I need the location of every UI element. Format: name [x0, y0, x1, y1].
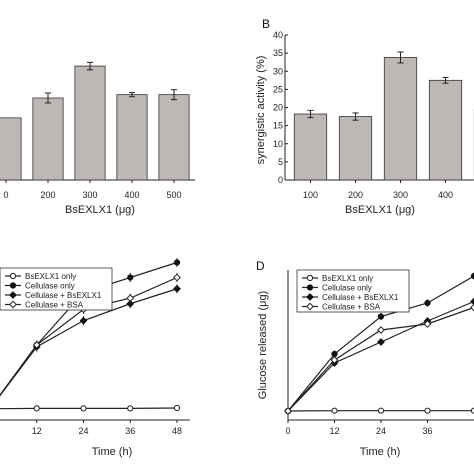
panel-c-legend-label: Cellulase only — [25, 282, 75, 291]
panel-a-bar — [32, 97, 64, 181]
panel-a-bar — [116, 94, 148, 181]
panel-d-marker — [423, 320, 432, 328]
panel-b-label: B — [262, 17, 270, 31]
panel-c-legend-marker — [9, 300, 17, 309]
panel-c-legend-box — [0, 267, 113, 311]
panel-c-legend-label: Cellulase + BsEXLX1 — [25, 291, 102, 300]
panel-d-legend-marker — [306, 274, 314, 282]
panel-d-marker — [377, 338, 385, 346]
panel-c-legend-marker — [9, 291, 17, 299]
panel-c-marker — [32, 341, 41, 349]
panel-c-x-axis-label: Time (h) — [92, 446, 133, 458]
panel-b-y-tick-label: 0 — [278, 175, 283, 185]
panel-c-marker — [33, 405, 40, 412]
panel-d-marker — [424, 407, 431, 414]
panel-d-x-tick-label: 36 — [422, 426, 432, 436]
panel-c-legend-marker — [9, 282, 17, 289]
panel-b-bar — [338, 116, 373, 181]
panel-d-marker — [424, 299, 431, 307]
panel-b-y-tick-label: 30 — [273, 66, 283, 76]
panel-c-marker — [79, 316, 88, 325]
panel-d-marker — [377, 326, 385, 334]
panel-b-y-tick-label: 20 — [273, 103, 283, 113]
panel-d-legend-label: Cellulase + BSA — [322, 303, 381, 312]
panel-c-marker — [173, 404, 181, 412]
panel-d-x-axis-label: Time (h) — [360, 446, 401, 458]
panel-d-x-tick-label: 12 — [329, 426, 339, 436]
panel-d-marker — [284, 407, 292, 415]
panel-d-legend-box — [296, 269, 410, 313]
panel-c-marker — [126, 294, 135, 303]
panel-d-marker — [330, 356, 339, 364]
panel-b-x-tick-label: 100 — [303, 190, 318, 200]
panel-d-marker — [331, 350, 338, 358]
panel-d-marker — [470, 303, 474, 312]
panel-d-legend-marker — [306, 302, 314, 311]
panel-c-marker — [80, 405, 87, 412]
panel-b-x-tick-label: 200 — [348, 190, 363, 200]
panel-b-bar — [428, 79, 463, 181]
panel-a-x-axis-label: BsEXLX1 (μg) — [65, 204, 135, 216]
panel-b-y-tick-label: 10 — [273, 139, 283, 149]
panel-c-x-tick-label: 48 — [172, 426, 182, 436]
panel-d-legend-label: Cellulase + BsEXLX1 — [322, 293, 399, 302]
panel-c-legend-label: BsEXLX1 only — [25, 272, 76, 281]
panel-d-marker — [377, 313, 385, 320]
panel-b-y-tick-label: 5 — [278, 157, 283, 167]
panel-d-marker — [377, 407, 385, 414]
panel-a-x-tick-label: 500 — [166, 190, 181, 200]
panel-c-marker — [127, 274, 134, 281]
panel-b-y-tick-label: 35 — [273, 48, 283, 58]
panel-a-x-tick-label: 0 — [3, 190, 8, 200]
panel-d-x-tick-label: 0 — [285, 426, 290, 436]
panel-b-y-tick-label: 40 — [273, 30, 283, 40]
panel-c-x-tick-label: 24 — [78, 426, 88, 436]
panel-d-legend-marker — [306, 293, 314, 301]
panel-b-y-tick-label: 25 — [273, 84, 283, 94]
panel-c-marker — [126, 299, 135, 308]
panel-d-legend-label: Cellulase only — [322, 284, 372, 293]
panel-a-bar — [0, 117, 22, 181]
panel-b-x-tick-label: 300 — [393, 190, 408, 200]
panel-a-x-tick-label: 400 — [124, 190, 139, 200]
panel-c-series-line — [0, 407, 178, 410]
panel-a-bar — [158, 94, 190, 181]
panel-c-x-tick-label: 12 — [32, 426, 42, 436]
panel-c-marker — [127, 405, 134, 412]
panel-c-legend-marker — [9, 272, 17, 280]
panel-d-x-tick-label: 24 — [376, 426, 386, 436]
panel-d-label: D — [256, 259, 265, 273]
panel-b-y-tick-label: 15 — [273, 121, 283, 131]
panel-d-legend-marker — [306, 284, 314, 291]
panel-c-marker — [173, 273, 181, 282]
panel-d-y-axis-label: Glucose released (μg) — [257, 291, 269, 399]
panel-a-bar — [74, 65, 106, 181]
panel-a-x-tick-label: 300 — [82, 190, 97, 200]
panel-d-marker — [470, 297, 474, 306]
panel-c-x-tick-label: 36 — [125, 426, 135, 436]
panel-b-x-tick-label: 400 — [438, 190, 453, 200]
panel-c-marker — [173, 284, 181, 293]
panel-d-series-line — [287, 306, 474, 412]
panel-c-marker — [173, 259, 181, 266]
panel-d-marker — [331, 407, 338, 414]
panel-c-legend-label: Cellulase + BSA — [25, 301, 84, 310]
panel-b-x-axis-label: BsEXLX1 (μg) — [345, 204, 415, 216]
panel-b-bar — [293, 113, 328, 181]
panel-a-bar-chart: 0 200 300 400 500 BsEXLX1 (μg) — [0, 61, 195, 216]
panel-b-y-axis-label: synergistic activity (%) — [255, 56, 267, 165]
panel-d-legend-label: BsEXLX1 only — [322, 274, 373, 283]
panel-b-bar — [383, 57, 418, 181]
panel-a-x-tick-label: 200 — [40, 190, 55, 200]
